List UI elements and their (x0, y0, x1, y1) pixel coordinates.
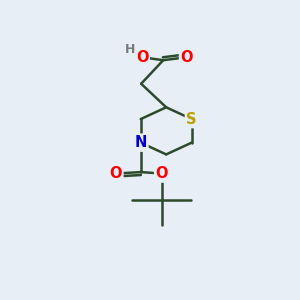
Text: S: S (186, 112, 197, 127)
Text: O: O (110, 166, 122, 181)
Text: N: N (134, 135, 147, 150)
Text: O: O (156, 166, 168, 181)
Text: O: O (136, 50, 148, 65)
Text: O: O (181, 50, 193, 65)
Text: H: H (124, 43, 135, 56)
